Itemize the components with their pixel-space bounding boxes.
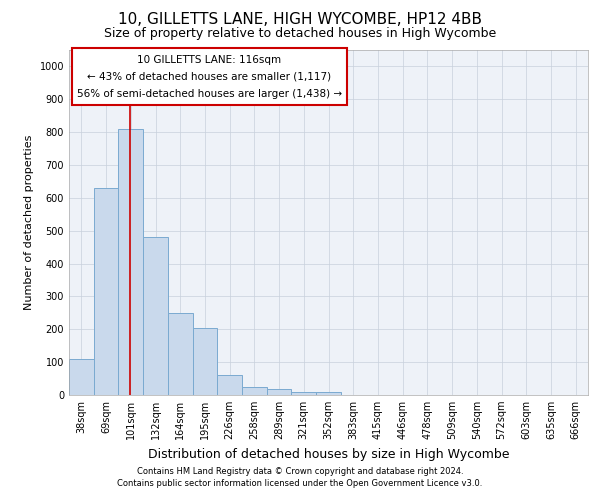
Text: Size of property relative to detached houses in High Wycombe: Size of property relative to detached ho… (104, 28, 496, 40)
FancyBboxPatch shape (71, 48, 347, 105)
Text: Contains HM Land Registry data © Crown copyright and database right 2024.: Contains HM Land Registry data © Crown c… (137, 467, 463, 476)
Text: ← 43% of detached houses are smaller (1,117): ← 43% of detached houses are smaller (1,… (87, 72, 331, 82)
Bar (69, 359, 94, 395)
Bar (168, 313, 193, 395)
Bar (94, 188, 118, 395)
Bar (193, 328, 217, 395)
Bar (316, 392, 341, 395)
Text: 56% of semi-detached houses are larger (1,438) →: 56% of semi-detached houses are larger (… (77, 89, 341, 99)
X-axis label: Distribution of detached houses by size in High Wycombe: Distribution of detached houses by size … (148, 448, 509, 460)
Y-axis label: Number of detached properties: Number of detached properties (24, 135, 34, 310)
Text: 10, GILLETTS LANE, HIGH WYCOMBE, HP12 4BB: 10, GILLETTS LANE, HIGH WYCOMBE, HP12 4B… (118, 12, 482, 28)
Bar (242, 387, 267, 395)
Bar (118, 129, 143, 395)
Bar (217, 376, 242, 395)
Text: 10 GILLETTS LANE: 116sqm: 10 GILLETTS LANE: 116sqm (137, 54, 281, 64)
Bar (143, 238, 168, 395)
Bar (292, 392, 316, 395)
Bar (267, 390, 292, 395)
Text: Contains public sector information licensed under the Open Government Licence v3: Contains public sector information licen… (118, 478, 482, 488)
